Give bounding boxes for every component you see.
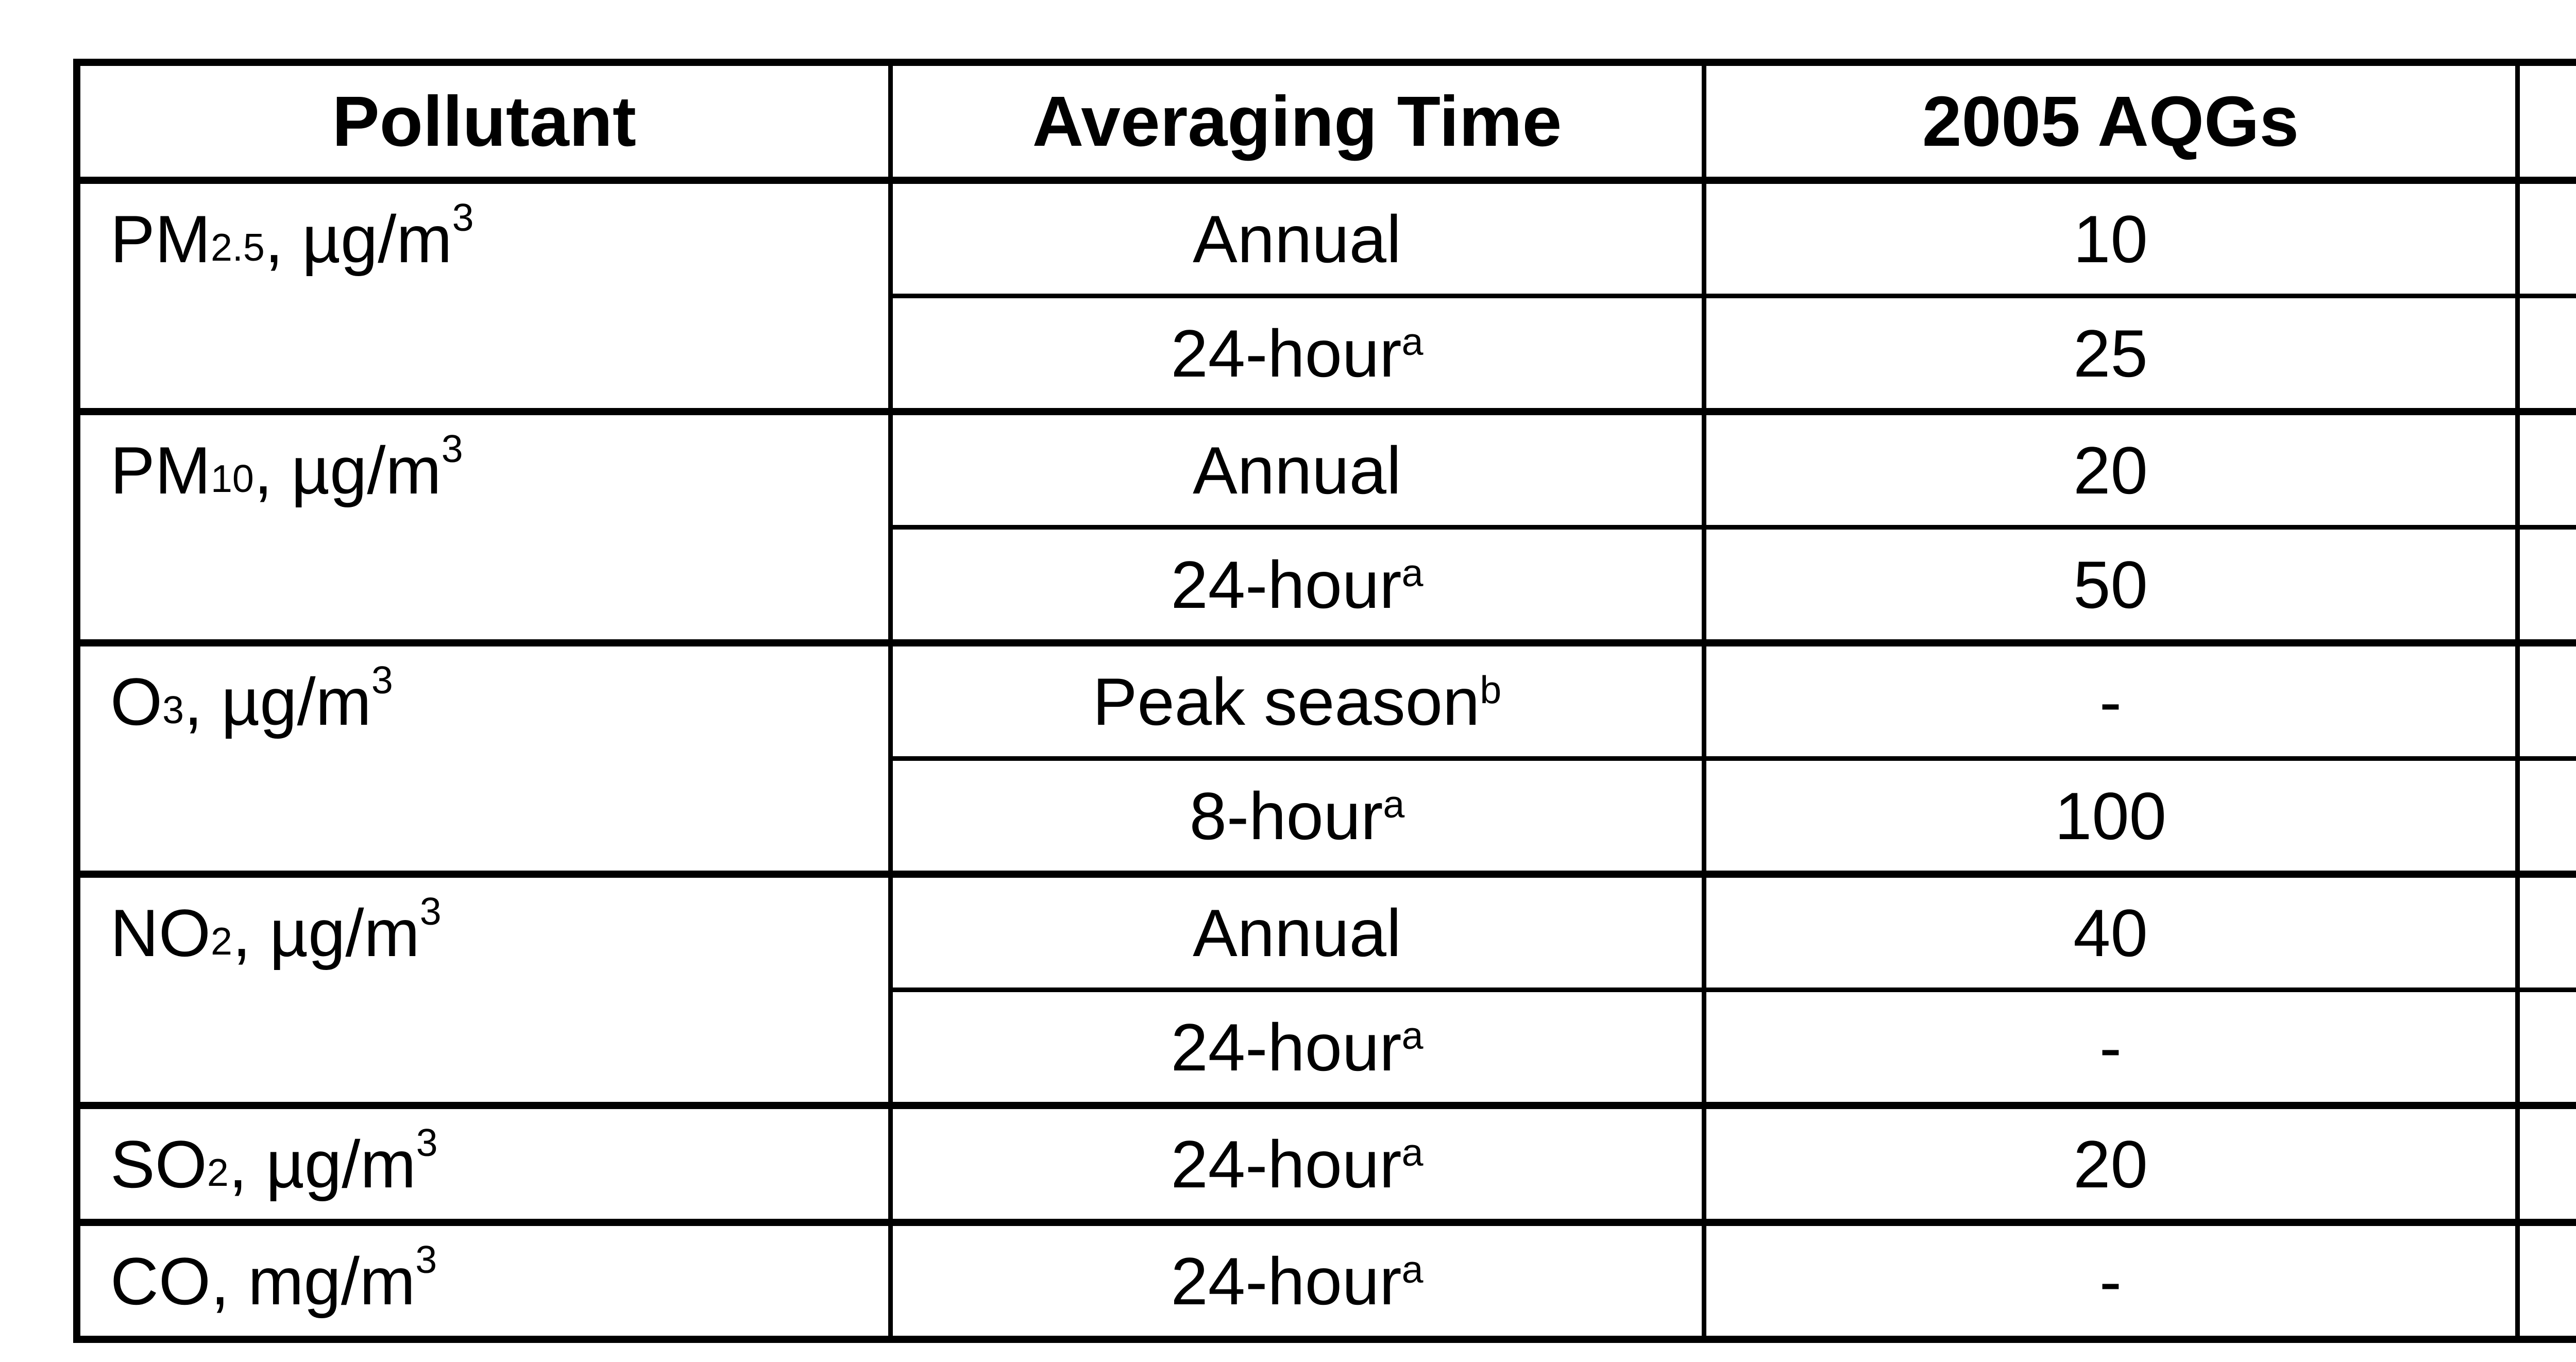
- sup-text: b: [1480, 668, 1502, 712]
- text-segment: O: [110, 663, 163, 739]
- text-segment: Peak season: [1092, 663, 1480, 739]
- text-segment: PM: [110, 201, 211, 277]
- aqg-table-container: Pollutant Averaging Time 2005 AQGs 2021 …: [73, 59, 2576, 1343]
- aqg-2005-cell: 10: [1701, 177, 2520, 298]
- text-segment: Annual: [1193, 201, 1401, 277]
- text-segment: , µg/m: [253, 432, 442, 508]
- averaging-time-cell: 8-houra: [888, 757, 1706, 877]
- sup-text: a: [1401, 1131, 1423, 1174]
- aqg-2005-cell: 50: [1701, 525, 2520, 645]
- aqg-2021-cell: 5: [2515, 177, 2576, 298]
- sup-text: a: [1401, 1014, 1423, 1058]
- aqg-2005-cell: 20: [1701, 408, 2520, 530]
- aqg-2021-cell: 100: [2515, 757, 2576, 877]
- text-segment: 24-hour: [1171, 1009, 1402, 1085]
- column-header-2005-aqgs: 2005 AQGs: [1701, 59, 2520, 184]
- aqg-2021-cell: 40: [2515, 1102, 2576, 1225]
- averaging-time-cell: 24-houra: [888, 1102, 1706, 1225]
- column-header-averaging-time: Averaging Time: [888, 59, 1706, 184]
- pollutant-label: CO, mg/m 3: [110, 1238, 437, 1319]
- averaging-time-cell: 24-houra: [888, 525, 1706, 645]
- table-row: PM2.5, µg/m3 Annual 105: [74, 177, 2576, 414]
- aqg-2021-cell: 60: [2515, 639, 2576, 761]
- text-segment: , µg/m: [232, 895, 420, 971]
- pollutant-label: PM 2.5, µg/m 3: [110, 196, 474, 277]
- aqg-2021-cell: 4: [2515, 1219, 2576, 1342]
- aqg-2005-cell: 100: [1701, 757, 2520, 877]
- aqg-2021-cell: 25: [2515, 988, 2576, 1108]
- table-row: 24-houra2515: [77, 294, 2576, 414]
- table-row: NO2, µg/m3 Annual 4010: [74, 871, 2576, 1108]
- column-header-2021-aqgs: 2021 AQGs: [2515, 59, 2576, 184]
- sup-text: a: [1401, 320, 1423, 364]
- pollutant-cell: PM 2.5, µg/m 3: [74, 177, 893, 414]
- aqg-2005-cell: 25: [1701, 294, 2520, 414]
- table-row: 8-houra100100: [77, 757, 2576, 877]
- averaging-time-cell: Annual: [888, 871, 1706, 992]
- aqg-2005-cell: -: [1701, 1219, 2520, 1342]
- table-row: 24-houra-25: [77, 988, 2576, 1108]
- pollutant-label: PM 10, µg/m 3: [110, 427, 463, 508]
- pollutant-label: SO 2, µg/m 3: [110, 1121, 438, 1202]
- aqg-2005-cell: -: [1701, 639, 2520, 761]
- aqg-2005-cell: 20: [1701, 1102, 2520, 1225]
- sup-text: a: [1401, 551, 1423, 595]
- aqg-table-body: PM2.5, µg/m3Annual10524-houra2515PM10, µ…: [74, 177, 2576, 1342]
- aqg-2021-cell: 15: [2515, 294, 2576, 414]
- aqg-2021-cell: 45: [2515, 525, 2576, 645]
- aqg-2005-cell: 40: [1701, 871, 2520, 992]
- pollutant-cell: NO 2, µg/m 3: [74, 871, 893, 1108]
- text-segment: , µg/m: [228, 1126, 416, 1202]
- averaging-time-cell: Annual: [888, 177, 1706, 298]
- table-row: 24-houra5045: [77, 525, 2576, 645]
- averaging-time-cell: 24-houra: [888, 1219, 1706, 1342]
- pollutant-cell: CO, mg/m 3: [74, 1219, 893, 1342]
- sup-text: a: [1383, 782, 1405, 826]
- text-segment: 24-hour: [1171, 315, 1402, 391]
- text-segment: , µg/m: [184, 663, 371, 739]
- aqg-table: Pollutant Averaging Time 2005 AQGs 2021 …: [73, 59, 2576, 1343]
- aqg-2021-cell: 10: [2515, 871, 2576, 992]
- averaging-time-cell: 24-houra: [888, 294, 1706, 414]
- header-row: Pollutant Averaging Time 2005 AQGs 2021 …: [74, 59, 2576, 184]
- text-segment: 24-hour: [1171, 1243, 1402, 1319]
- text-segment: 24-hour: [1171, 1126, 1402, 1202]
- text-segment: NO: [110, 895, 211, 971]
- averaging-time-cell: Peak seasonb: [888, 639, 1706, 761]
- text-segment: 24-hour: [1171, 547, 1402, 622]
- averaging-time-cell: 24-houra: [888, 988, 1706, 1108]
- sup-text: a: [1401, 1248, 1423, 1291]
- averaging-time-cell: Annual: [888, 408, 1706, 530]
- text-segment: Annual: [1193, 432, 1401, 508]
- text-segment: SO: [110, 1126, 207, 1202]
- column-header-pollutant: Pollutant: [74, 59, 893, 184]
- text-segment: 8-hour: [1189, 778, 1383, 854]
- text-segment: Annual: [1193, 895, 1401, 971]
- aqg-2005-cell: -: [1701, 988, 2520, 1108]
- pollutant-cell: PM 10, µg/m 3: [74, 408, 893, 645]
- text-segment: PM: [110, 432, 211, 508]
- aqg-table-header: Pollutant Averaging Time 2005 AQGs 2021 …: [74, 59, 2576, 184]
- text-segment: CO, mg/m: [110, 1243, 416, 1319]
- pollutant-cell: SO 2, µg/m 3: [74, 1102, 893, 1225]
- text-segment: , µg/m: [264, 201, 452, 277]
- pollutant-label: NO 2, µg/m 3: [110, 890, 442, 971]
- aqg-2021-cell: 15: [2515, 408, 2576, 530]
